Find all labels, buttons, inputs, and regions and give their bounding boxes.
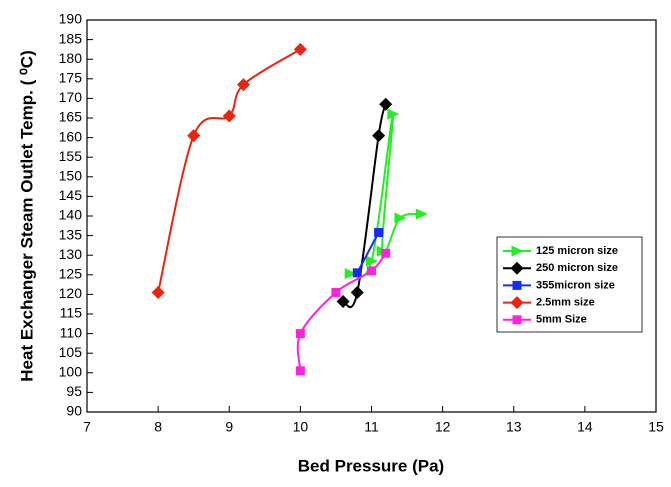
marker <box>295 366 305 376</box>
marker <box>344 268 357 280</box>
y-tick-label: 105 <box>59 344 83 360</box>
y-tick-label: 175 <box>59 70 83 86</box>
x-tick-label: 7 <box>83 419 91 435</box>
y-tick-label: 135 <box>59 226 83 242</box>
y-tick-label: 120 <box>59 285 83 301</box>
marker <box>295 329 305 339</box>
x-tick-label: 14 <box>577 419 593 435</box>
legend-label: 5mm Size <box>536 314 587 326</box>
y-tick-label: 130 <box>59 246 83 262</box>
y-axis-label: Heat Exchanger Steam Outlet Temp. ( ⁰C) <box>17 50 36 381</box>
y-tick-label: 125 <box>59 266 83 282</box>
x-tick-label: 11 <box>364 419 379 435</box>
marker <box>415 208 428 220</box>
legend-marker <box>510 261 524 275</box>
y-tick-label: 165 <box>59 109 83 125</box>
x-tick-label: 13 <box>506 419 522 435</box>
marker <box>374 227 384 237</box>
marker <box>352 268 362 278</box>
y-tick-label: 100 <box>59 364 83 380</box>
legend-label: 355micron size <box>536 279 615 291</box>
marker <box>222 109 236 123</box>
y-tick-label: 160 <box>59 128 83 144</box>
y-tick-label: 140 <box>59 207 83 223</box>
x-tick-label: 15 <box>648 419 664 435</box>
legend-marker <box>512 315 522 325</box>
series-line <box>342 104 387 309</box>
marker <box>293 42 307 56</box>
y-tick-label: 170 <box>59 89 83 105</box>
x-tick-label: 9 <box>225 419 233 435</box>
marker <box>381 248 391 258</box>
y-tick-label: 95 <box>66 383 82 399</box>
legend-marker <box>510 296 524 310</box>
x-tick-label: 10 <box>293 419 309 435</box>
y-tick-label: 150 <box>59 168 83 184</box>
marker <box>372 129 386 143</box>
marker <box>350 285 364 299</box>
legend-label: 125 micron size <box>536 245 618 257</box>
marker <box>366 255 378 267</box>
y-tick-label: 115 <box>60 305 83 321</box>
marker <box>394 212 407 224</box>
x-tick-label: 12 <box>435 419 451 435</box>
y-tick-label: 155 <box>59 148 83 164</box>
legend-label: 2.5mm size <box>536 297 595 309</box>
plot-frame <box>86 19 657 413</box>
y-tick-label: 110 <box>60 324 83 340</box>
marker <box>151 285 165 299</box>
marker <box>367 266 376 276</box>
marker <box>336 294 350 308</box>
y-tick-label: 185 <box>59 30 83 46</box>
x-tick-label: 8 <box>154 419 162 435</box>
y-tick-label: 190 <box>59 11 83 27</box>
series-line <box>157 48 301 293</box>
marker <box>379 97 393 111</box>
legend-label: 250 micron size <box>536 262 618 274</box>
legend-marker <box>512 280 522 290</box>
legend-marker <box>511 245 524 257</box>
y-tick-label: 145 <box>59 187 83 203</box>
marker <box>187 129 201 143</box>
x-axis-label: Bed Pressure (Pa) <box>298 456 444 475</box>
marker <box>387 108 400 120</box>
marker <box>331 287 341 297</box>
y-tick-label: 90 <box>66 403 82 419</box>
marker <box>236 78 250 92</box>
y-tick-label: 180 <box>59 50 83 66</box>
